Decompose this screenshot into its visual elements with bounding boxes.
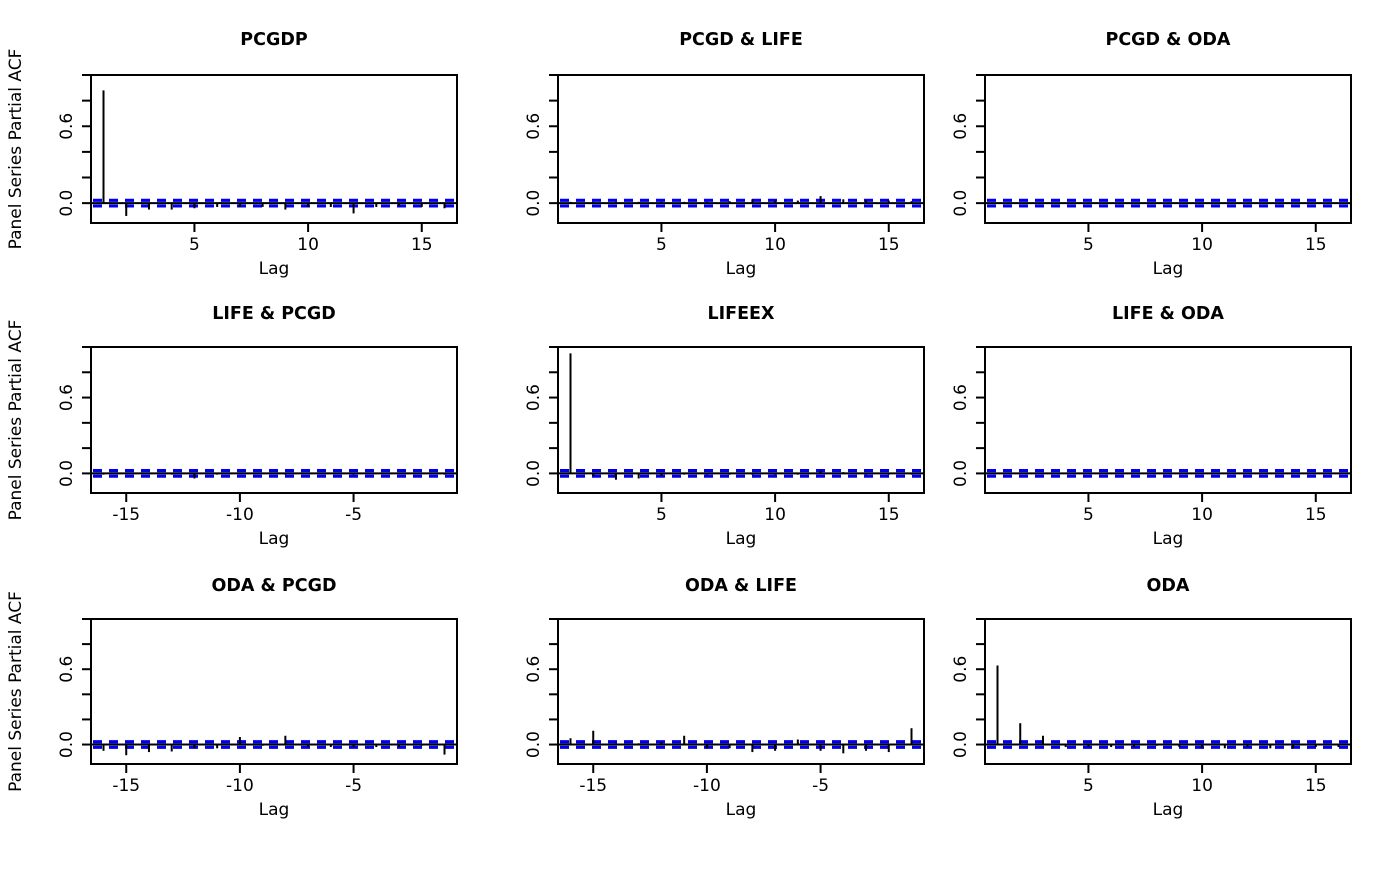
x-axis-label: Lag [726, 259, 757, 279]
y-tick-label: 0.0 [951, 731, 971, 758]
x-tick-label: -15 [579, 776, 607, 796]
x-axis-label: Lag [259, 800, 290, 820]
x-tick-label: 10 [764, 505, 786, 525]
x-axis-label: Lag [1153, 800, 1184, 820]
x-tick-label: 10 [297, 235, 319, 255]
x-tick-label: 5 [189, 235, 200, 255]
plot-box [557, 346, 925, 494]
x-axis-label: Lag [259, 259, 290, 279]
y-tick-label: 0.0 [524, 460, 544, 487]
acf-panel-pcgd-oda: PCGD & ODA 0.0 0.6 5 10 15 Lag [951, 30, 1352, 279]
x-tick-label: 15 [1305, 505, 1327, 525]
x-tick-label: 5 [1083, 776, 1094, 796]
y-axis-label: Panel Series Partial ACF [6, 320, 26, 521]
x-axis-label: Lag [259, 529, 290, 549]
y-tick-label: 0.6 [57, 656, 77, 683]
y-tick-label: 0.0 [57, 731, 77, 758]
x-tick-label: -15 [112, 776, 140, 796]
y-tick-label: 0.6 [57, 384, 77, 411]
panel-title: PCGD & ODA [1106, 30, 1231, 50]
plot-box [984, 346, 1352, 494]
acf-panel-lifeex: LIFEEX 0.0 0.6 5 10 15 Lag [524, 304, 925, 549]
plot-box [90, 74, 458, 224]
plot-box [557, 618, 925, 765]
y-tick-label: 0.6 [524, 656, 544, 683]
y-tick-label: 0.6 [951, 384, 971, 411]
acf-panel-oda-pcgd: ODA & PCGD 0.0 0.6 -15 -10 -5 Lag Panel Series … [6, 576, 458, 820]
panel-title: ODA [1147, 576, 1190, 596]
y-tick-label: 0.0 [524, 731, 544, 758]
x-axis-label: Lag [1153, 259, 1184, 279]
x-axis-label: Lag [726, 800, 757, 820]
x-tick-label: -5 [345, 776, 362, 796]
x-tick-label: -10 [693, 776, 721, 796]
acf-panel-life-pcgd: LIFE & PCGD 0.0 0.6 -15 -10 -5 Lag Panel Series… [6, 304, 458, 549]
plot-box [557, 74, 925, 224]
y-tick-label: 0.6 [951, 113, 971, 140]
y-axis-label: Panel Series Partial ACF [6, 49, 26, 250]
x-tick-label: 15 [1305, 235, 1327, 255]
y-tick-label: 0.0 [57, 190, 77, 217]
x-tick-label: -10 [226, 505, 254, 525]
acf-panel-life-oda: LIFE & ODA 0.0 0.6 5 10 15 Lag [951, 304, 1352, 549]
x-tick-label: 15 [878, 235, 900, 255]
y-tick-label: 0.0 [951, 460, 971, 487]
x-axis-label: Lag [1153, 529, 1184, 549]
y-tick-label: 0.0 [57, 460, 77, 487]
acf-panel-pcgd-life: PCGD & LIFE 0.0 0.6 5 10 15 Lag [524, 30, 925, 279]
acf-panel-oda: ODA 0.0 0.6 5 10 15 Lag [951, 576, 1352, 820]
plot-box [984, 618, 1352, 765]
acf-panel-oda-life: ODA & LIFE 0.0 0.6 -15 -10 -5 Lag [524, 576, 925, 820]
x-tick-label: 15 [1305, 776, 1327, 796]
x-tick-label: -15 [112, 505, 140, 525]
x-tick-label: 15 [878, 505, 900, 525]
x-tick-label: -5 [812, 776, 829, 796]
x-tick-label: 5 [656, 505, 667, 525]
y-tick-label: 0.6 [524, 384, 544, 411]
plot-box [90, 618, 458, 765]
y-tick-label: 0.0 [951, 190, 971, 217]
panel-title: LIFE & PCGD [212, 304, 336, 324]
x-tick-label: -5 [345, 505, 362, 525]
panel-title: PCGD & LIFE [679, 30, 803, 50]
plot-box [90, 346, 458, 494]
x-tick-label: 15 [411, 235, 433, 255]
x-axis-label: Lag [726, 529, 757, 549]
panel-title: PCGDP [240, 30, 308, 50]
x-tick-label: 10 [1191, 505, 1213, 525]
y-tick-label: 0.6 [524, 113, 544, 140]
panel-title: ODA & LIFE [685, 576, 797, 596]
y-tick-label: 0.6 [951, 656, 971, 683]
panel-title: ODA & PCGD [212, 576, 337, 596]
panel-title: LIFE & ODA [1112, 304, 1224, 324]
y-tick-label: 0.6 [57, 113, 77, 140]
x-tick-label: 5 [656, 235, 667, 255]
x-tick-label: 5 [1083, 235, 1094, 255]
x-tick-label: 5 [1083, 505, 1094, 525]
x-tick-label: 10 [1191, 235, 1213, 255]
x-tick-label: 10 [764, 235, 786, 255]
y-tick-label: 0.0 [524, 190, 544, 217]
x-tick-label: -10 [226, 776, 254, 796]
panel-title: LIFEEX [707, 304, 775, 324]
x-tick-label: 10 [1191, 776, 1213, 796]
y-axis-label: Panel Series Partial ACF [6, 591, 26, 792]
acf-panel-pcgdp: PCGDP 0.0 0.6 5 10 15 Lag Panel Series Partial … [6, 30, 458, 279]
plot-box [984, 74, 1352, 224]
